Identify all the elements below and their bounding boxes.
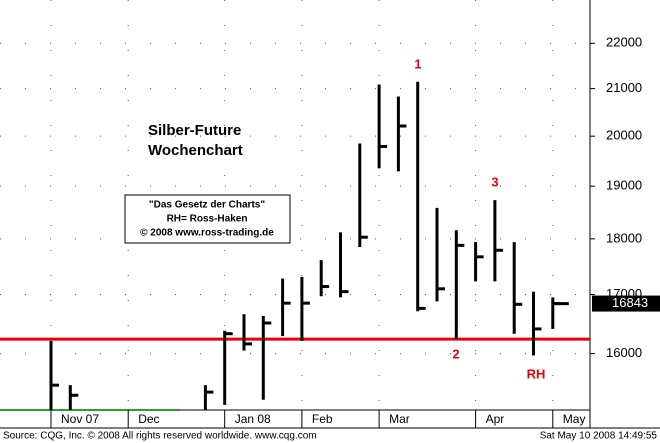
x-tick-label: Dec xyxy=(138,412,159,426)
info-text: © 2008 www.ross-trading.de xyxy=(140,228,274,239)
chart-title: Silber-Future xyxy=(148,122,241,139)
y-tick-label: 20000 xyxy=(606,128,642,143)
annotation: 1 xyxy=(414,56,421,71)
x-tick-label: Feb xyxy=(312,412,333,426)
y-tick-label: 18000 xyxy=(606,230,642,245)
last-price-label: 16843 xyxy=(612,295,648,310)
y-tick-label: 19000 xyxy=(606,178,642,193)
last-price-box xyxy=(592,295,660,312)
x-tick-label: Apr xyxy=(486,412,505,426)
x-tick-label: Jan 08 xyxy=(235,412,271,426)
x-tick-label: Mar xyxy=(389,412,410,426)
annotation: 2 xyxy=(452,346,459,361)
x-tick-label: Nov 07 xyxy=(61,412,99,426)
annotation: RH xyxy=(527,366,546,381)
info-box xyxy=(124,194,291,244)
chart-subtitle: Wochenchart xyxy=(148,142,243,159)
y-tick-label: 16000 xyxy=(606,345,642,360)
annotation: 3 xyxy=(491,174,498,189)
timestamp: Sat May 10 2008 14:49:55 xyxy=(540,431,658,442)
info-text: RH= Ross-Haken xyxy=(167,214,248,225)
x-tick-label: May xyxy=(563,412,586,426)
y-tick-label: 21000 xyxy=(606,80,642,95)
y-tick-label: 22000 xyxy=(606,35,642,50)
info-text: "Das Gesetz der Charts" xyxy=(149,200,265,211)
source-text: Source: CQG, Inc. © 2008 All rights rese… xyxy=(3,431,317,442)
